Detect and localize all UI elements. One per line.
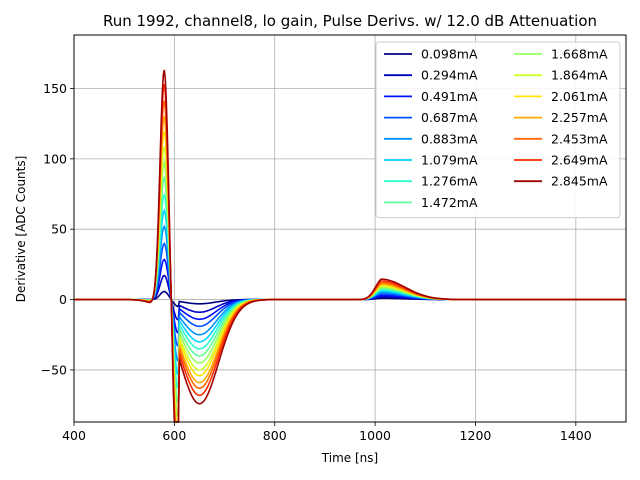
legend-entry: 0.687mA bbox=[421, 110, 478, 125]
x-tick-label: 600 bbox=[162, 428, 186, 443]
legend-entry: 2.453mA bbox=[551, 131, 608, 146]
legend-entry: 2.257mA bbox=[551, 110, 608, 125]
x-tick-label: 1400 bbox=[560, 428, 592, 443]
legend-entry: 1.276mA bbox=[421, 174, 478, 189]
legend-entry: 0.294mA bbox=[421, 68, 478, 83]
legend-entry: 0.883mA bbox=[421, 131, 478, 146]
legend-entry: 1.079mA bbox=[421, 153, 478, 168]
y-tick-label: 100 bbox=[43, 151, 67, 166]
x-tick-label: 1000 bbox=[359, 428, 391, 443]
legend: 0.098mA 0.294mA 0.491mA 0.687mA 0.883mA 1.079… bbox=[375, 41, 621, 219]
legend-entry: 2.649mA bbox=[551, 153, 608, 168]
x-axis-label: Time [ns] bbox=[321, 451, 378, 465]
x-tick-label: 400 bbox=[62, 428, 86, 443]
x-tick-label: 1200 bbox=[460, 428, 492, 443]
y-tick-label: 0 bbox=[59, 292, 67, 307]
legend-entry: 2.061mA bbox=[551, 89, 608, 104]
x-tick-label: 800 bbox=[263, 428, 287, 443]
plot-frame bbox=[73, 34, 627, 423]
y-tick-label: −50 bbox=[41, 362, 67, 377]
tick-layer: 400 600 800 1000 1200 1400 −50 0 50 100 150 bbox=[41, 81, 592, 443]
y-axis-label: Derivative [ADC Counts] bbox=[14, 156, 28, 303]
y-tick-label: 50 bbox=[51, 222, 67, 237]
y-tick-label: 150 bbox=[43, 81, 67, 96]
legend-entry: 2.845mA bbox=[551, 174, 608, 189]
legend-entry: 0.491mA bbox=[421, 89, 478, 104]
series-line-2.845mA bbox=[74, 69, 626, 423]
legend-entry: 1.472mA bbox=[421, 195, 478, 210]
chart-title: Run 1992, channel8, lo gain, Pulse Deriv… bbox=[103, 12, 597, 30]
legend-entry: 0.098mA bbox=[421, 47, 478, 62]
legend-entry: 1.668mA bbox=[551, 47, 608, 62]
legend-entry: 1.864mA bbox=[551, 68, 608, 83]
legend-box bbox=[375, 41, 621, 219]
series-layer bbox=[74, 69, 626, 423]
